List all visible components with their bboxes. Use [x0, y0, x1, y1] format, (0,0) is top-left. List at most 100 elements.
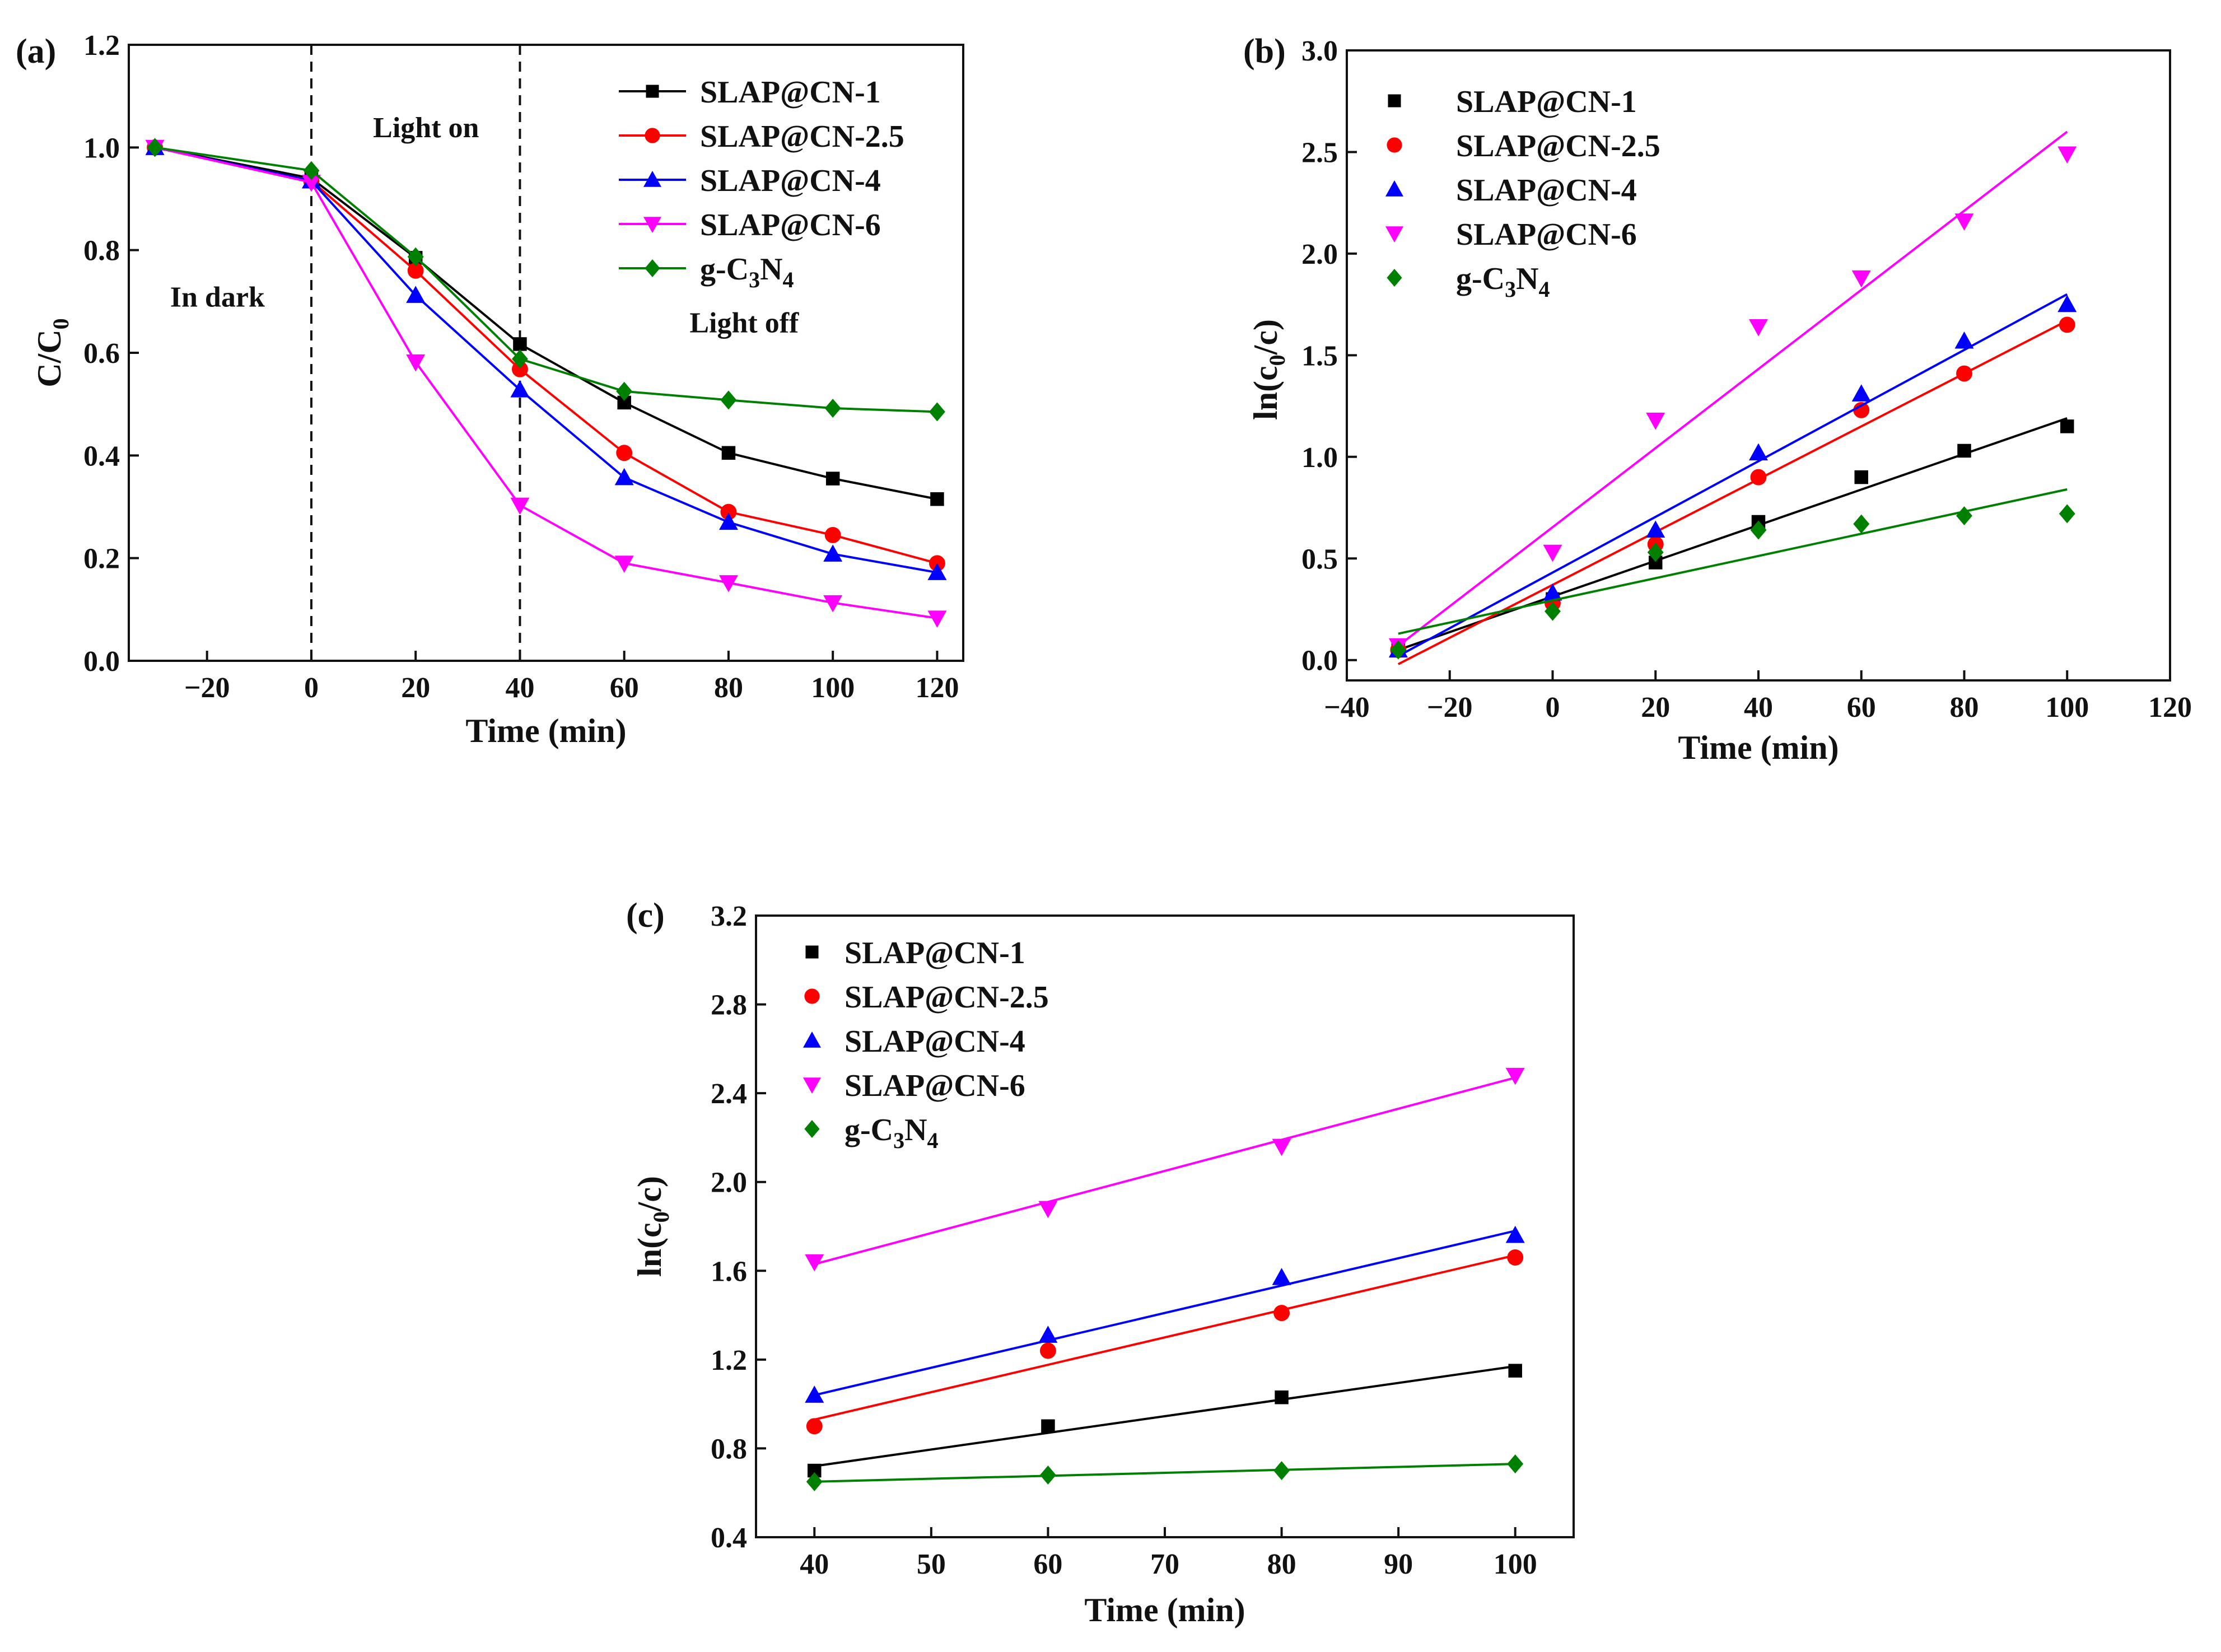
- data-point: [1507, 1454, 1524, 1474]
- data-point: [1646, 520, 1665, 538]
- legend-label: SLAP@CN-6: [700, 208, 881, 242]
- x-tick-label: 40: [800, 1548, 829, 1580]
- x-tick-label: 60: [1033, 1548, 1062, 1580]
- x-tick-label: 90: [1384, 1548, 1413, 1580]
- data-point: [1954, 213, 1974, 231]
- fit-line: [814, 1076, 1516, 1266]
- y-tick-label: 1.5: [1301, 340, 1338, 372]
- series-line: [155, 146, 937, 413]
- data-point: [1507, 1249, 1524, 1266]
- data-point: [823, 544, 843, 562]
- x-tick-label: 60: [610, 672, 639, 704]
- legend-marker: [1385, 226, 1403, 242]
- data-point: [1851, 270, 1871, 288]
- data-point: [1272, 1138, 1291, 1156]
- fit-line: [1397, 130, 2068, 647]
- data-point: [2057, 146, 2077, 164]
- y-tick-label: 2.8: [711, 990, 747, 1021]
- fit-line: [814, 1365, 1515, 1468]
- y-tick-label: 0.5: [1301, 543, 1338, 575]
- y-axis-label: ln(c0/c): [631, 1176, 674, 1277]
- y-axis-label: C/C0: [31, 318, 73, 387]
- data-point: [1505, 1067, 1525, 1085]
- y-tick-label: 1.2: [711, 1345, 747, 1376]
- y-tick-label: 0.0: [83, 646, 120, 678]
- legend-label: g-C3N4: [844, 1113, 939, 1153]
- data-point: [1647, 543, 1664, 562]
- data-point: [1646, 412, 1665, 430]
- data-point: [1505, 1225, 1525, 1243]
- data-point: [1041, 1419, 1055, 1434]
- data-point: [1854, 470, 1868, 484]
- fit-line: [1397, 293, 2068, 657]
- legend: SLAP@CN-1 SLAP@CN-2.5 SLAP@CN-4 SLAP@CN-6 g-…: [619, 75, 904, 292]
- legend-marker: [1387, 137, 1402, 153]
- x-tick-label: −40: [1324, 692, 1370, 724]
- data-point: [1956, 365, 1972, 382]
- x-tick-label: 20: [1641, 692, 1670, 724]
- legend-label: g-C3N4: [1456, 262, 1550, 302]
- y-tick-label: 1.0: [83, 132, 120, 164]
- y-tick-label: 2.4: [711, 1078, 747, 1110]
- y-tick-label: 2.5: [1301, 137, 1338, 169]
- legend-marker: [645, 259, 660, 277]
- data-point: [825, 472, 840, 486]
- data-point: [1543, 583, 1562, 601]
- x-tick-label: 120: [915, 672, 959, 704]
- data-point: [406, 354, 426, 372]
- x-tick-label: 80: [1267, 1548, 1296, 1580]
- data-point: [718, 575, 738, 592]
- y-tick-label: 0.4: [711, 1522, 747, 1554]
- data-point: [1275, 1390, 1289, 1404]
- data-point: [721, 446, 736, 460]
- series-g-c3n4: [1390, 488, 2075, 660]
- data-point: [616, 445, 633, 461]
- legend-label: SLAP@CN-1: [844, 936, 1025, 970]
- data-point: [805, 1385, 824, 1403]
- legend-label: SLAP@CN-6: [844, 1068, 1025, 1103]
- data-point: [1954, 331, 1974, 349]
- x-tick-label: 120: [2148, 692, 2192, 724]
- x-tick-label: 100: [2045, 692, 2089, 724]
- data-point: [1750, 469, 1767, 486]
- data-point: [303, 161, 320, 180]
- series-line: [155, 146, 937, 619]
- data-point: [147, 138, 164, 157]
- fit-line: [814, 1463, 1515, 1483]
- series-slap-cn-6: [1388, 130, 2077, 656]
- data-point: [513, 337, 527, 351]
- legend-marker: [805, 945, 819, 959]
- x-tick-label: 20: [401, 672, 430, 704]
- light-on-label: Light on: [373, 112, 479, 144]
- data-point: [1273, 1305, 1290, 1322]
- series-slap-cn-4: [805, 1225, 1525, 1403]
- data-point: [1956, 506, 1972, 526]
- legend: SLAP@CN-1 SLAP@CN-2.5 SLAP@CN-4 SLAP@CN-6 g-…: [803, 936, 1049, 1153]
- legend-marker: [1385, 180, 1403, 197]
- y-tick-label: 1.2: [83, 30, 120, 62]
- panel-b: −40 −20 0 20 40 60 80 100 120 0.0 0.5 1.0 1.5 2.0 2.5 3…: [1243, 32, 2192, 766]
- legend-label: SLAP@CN-4: [1456, 173, 1637, 208]
- legend-marker: [804, 988, 820, 1004]
- legend-label: SLAP@CN-4: [700, 164, 881, 198]
- data-point: [806, 1472, 823, 1491]
- x-tick-label: 40: [505, 672, 534, 704]
- x-tick-label: 40: [1744, 692, 1773, 724]
- x-tick-label: 100: [811, 672, 855, 704]
- data-point: [720, 503, 737, 520]
- x-tick-label: 50: [917, 1548, 946, 1580]
- legend-label: SLAP@CN-2.5: [844, 980, 1049, 1015]
- fit-line: [814, 1229, 1516, 1397]
- y-tick-label: 1.0: [1301, 442, 1338, 474]
- y-tick-label: 0.4: [83, 440, 120, 472]
- x-tick-label: 100: [1494, 1548, 1537, 1580]
- x-tick-label: 80: [714, 672, 743, 704]
- data-point: [511, 361, 528, 377]
- data-point: [1543, 544, 1562, 562]
- x-tick-label: 0: [1546, 692, 1560, 724]
- in-dark-label: In dark: [170, 282, 265, 314]
- data-point: [614, 468, 634, 486]
- x-axis-label: Time (min): [1084, 1592, 1245, 1628]
- x-tick-label: −20: [1427, 692, 1473, 724]
- legend-label: SLAP@CN-2.5: [700, 119, 904, 154]
